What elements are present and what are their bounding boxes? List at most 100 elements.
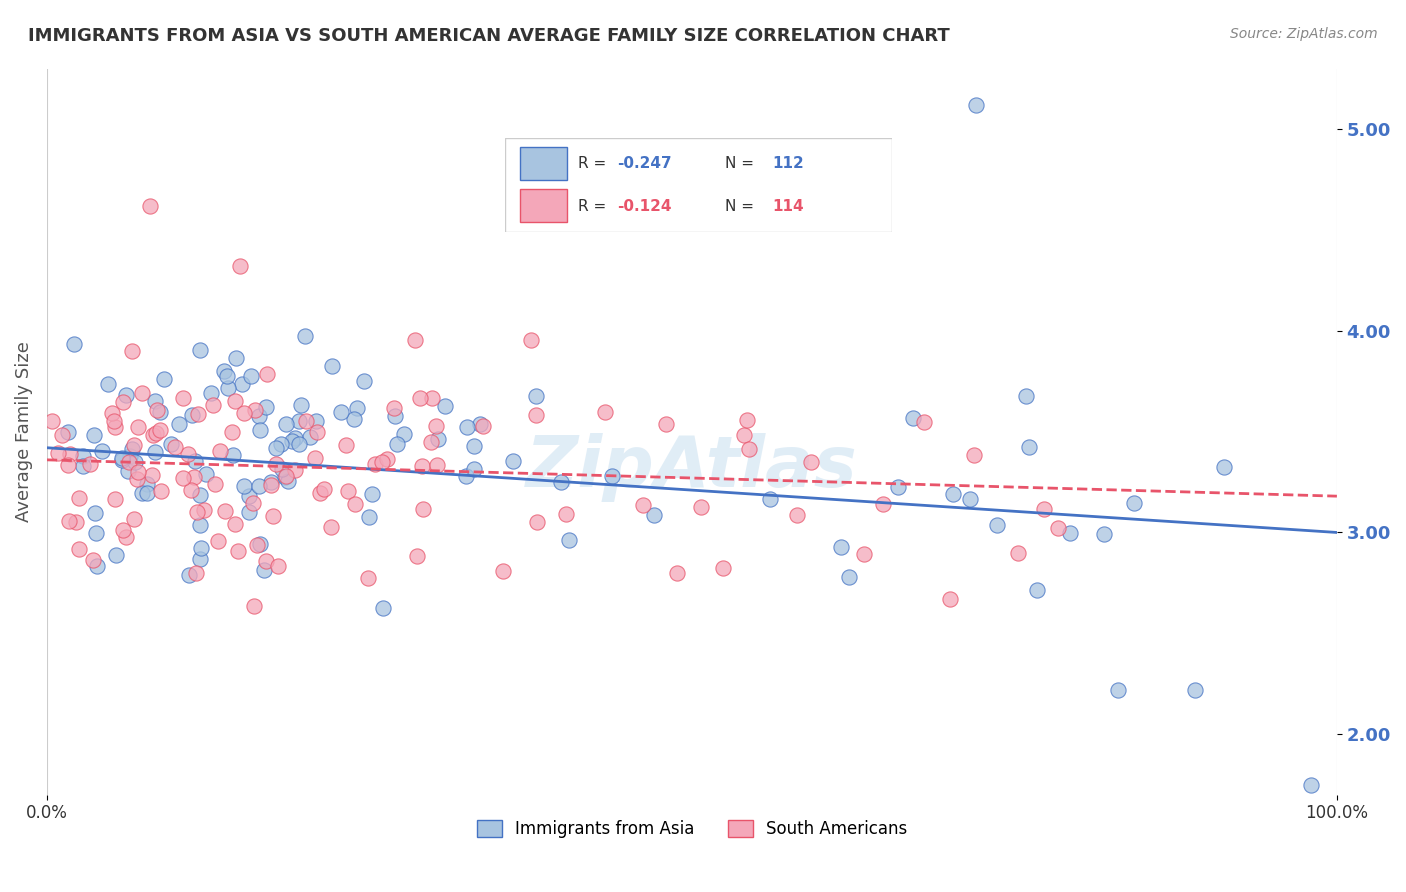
Point [304, 414, 326, 428]
Point [181, 409, 204, 423]
Point [1122, 496, 1144, 510]
Point [131, 386, 153, 401]
Point [411, 459, 433, 474]
Point [280, 434, 302, 448]
Point [114, 530, 136, 544]
Point [308, 486, 330, 500]
Point [224, 351, 246, 365]
Point [240, 368, 263, 383]
Point [188, 518, 211, 533]
Point [169, 417, 191, 432]
Point [1015, 389, 1038, 403]
Point [150, 484, 173, 499]
Point [218, 381, 240, 395]
Point [304, 451, 326, 466]
Point [72, 458, 94, 473]
Point [830, 540, 852, 554]
Point [593, 405, 616, 419]
Point [271, 462, 294, 476]
Point [193, 502, 215, 516]
Point [287, 414, 309, 428]
Point [1301, 778, 1323, 792]
Point [83, 428, 105, 442]
Point [97, 376, 120, 391]
Point [364, 457, 387, 471]
Point [56, 425, 79, 440]
Point [115, 387, 138, 401]
Point [184, 566, 207, 580]
Point [127, 472, 149, 486]
Point [294, 329, 316, 343]
Point [51, 428, 73, 442]
Point [654, 417, 676, 432]
Point [555, 507, 578, 521]
Point [238, 505, 260, 519]
Point [305, 425, 328, 439]
Point [65, 515, 87, 529]
Point [172, 471, 194, 485]
Point [58, 514, 80, 528]
Point [942, 486, 965, 500]
Legend: Immigrants from Asia, South Americans: Immigrants from Asia, South Americans [470, 813, 914, 845]
Point [738, 442, 761, 456]
Point [643, 508, 665, 522]
Point [426, 432, 449, 446]
Point [127, 420, 149, 434]
Point [733, 427, 755, 442]
Point [177, 568, 200, 582]
Point [118, 455, 141, 469]
Point [284, 463, 307, 477]
Point [146, 403, 169, 417]
Point [59, 447, 82, 461]
Point [104, 420, 127, 434]
Point [360, 486, 382, 500]
Point [139, 199, 162, 213]
Point [202, 398, 225, 412]
Point [245, 538, 267, 552]
Point [711, 560, 734, 574]
Point [371, 601, 394, 615]
Point [419, 435, 441, 450]
Point [231, 376, 253, 391]
Point [800, 455, 823, 469]
Point [217, 369, 239, 384]
Point [253, 563, 276, 577]
Point [83, 506, 105, 520]
Point [633, 499, 655, 513]
Point [346, 401, 368, 415]
Point [247, 479, 270, 493]
Point [463, 462, 485, 476]
Point [463, 439, 485, 453]
Point [122, 512, 145, 526]
Point [1026, 583, 1049, 598]
Point [412, 502, 434, 516]
Point [247, 409, 270, 424]
Point [353, 374, 375, 388]
Point [267, 558, 290, 573]
Point [1107, 682, 1129, 697]
Point [111, 453, 134, 467]
Point [526, 389, 548, 403]
Point [526, 515, 548, 529]
Point [655, 193, 678, 207]
Point [101, 406, 124, 420]
Point [149, 405, 172, 419]
Point [965, 98, 987, 112]
Point [1047, 521, 1070, 535]
Point [1184, 682, 1206, 697]
Point [406, 549, 429, 563]
Point [254, 554, 277, 568]
Point [242, 496, 264, 510]
Point [104, 491, 127, 506]
Point [986, 518, 1008, 533]
Point [274, 470, 297, 484]
Point [689, 500, 711, 515]
Point [207, 533, 229, 548]
Point [759, 492, 782, 507]
Point [284, 431, 307, 445]
Point [274, 469, 297, 483]
Point [838, 570, 860, 584]
Point [149, 423, 172, 437]
Point [41, 414, 63, 428]
Point [232, 479, 254, 493]
